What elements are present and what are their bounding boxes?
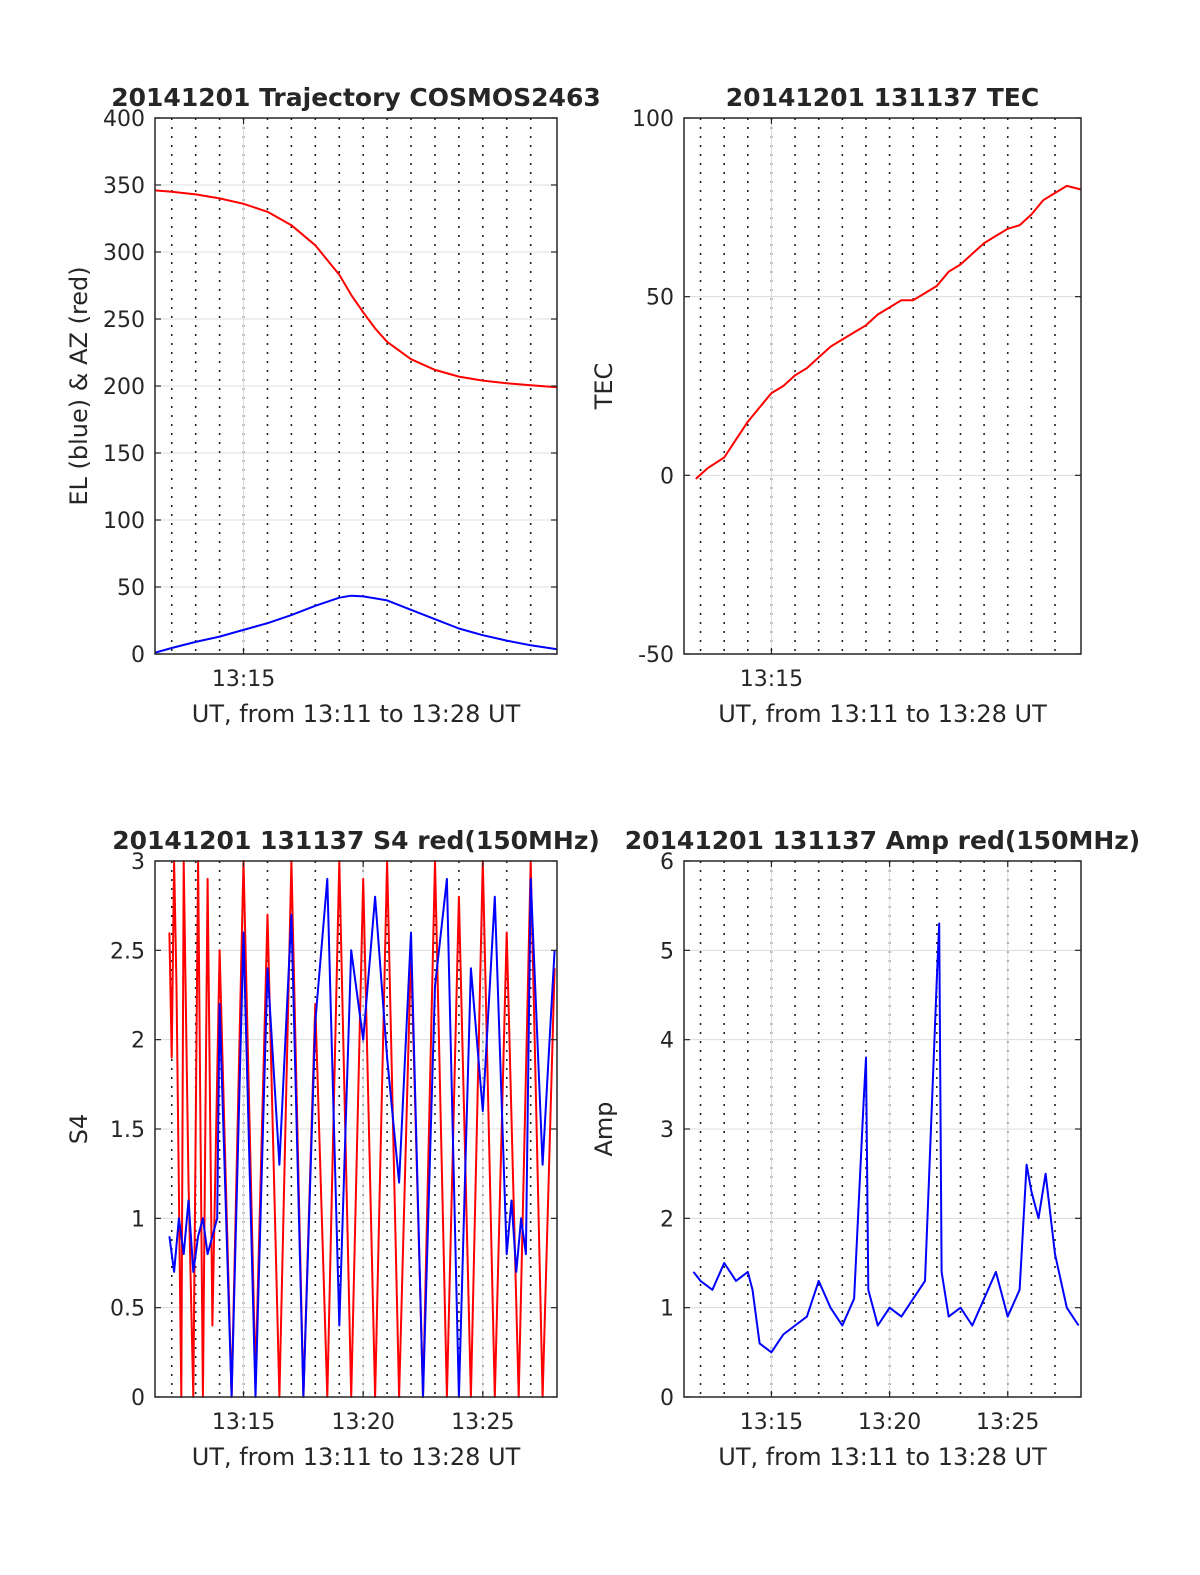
chart-title: 20141201 Trajectory COSMOS2463 [111, 83, 601, 112]
chart-title: 20141201 131137 TEC [726, 83, 1039, 112]
y-tick-label: 0 [660, 1386, 674, 1411]
y-tick-label: 3 [131, 850, 145, 875]
y-tick-label: 5 [660, 939, 674, 964]
y-axis-label: TEC [590, 363, 618, 411]
amp-panel: 0 1 2 3 4 5 6 13:15 13:20 13:25 20141201 131137 A… [590, 826, 1140, 1471]
series-line-0 [168, 860, 556, 1398]
y-axis-label: Amp [590, 1101, 618, 1156]
y-tick-label: 150 [103, 442, 145, 467]
series-line-1 [154, 594, 558, 654]
x-tick-label: 13:15 [212, 1410, 275, 1435]
y-tick-label: 1 [660, 1297, 674, 1322]
y-tick-label: 4 [660, 1029, 674, 1054]
y-tick-label: 400 [103, 107, 145, 132]
y-tick-label: 50 [117, 576, 145, 601]
x-tick-label: 13:20 [858, 1410, 921, 1435]
y-tick-label: 350 [103, 174, 145, 199]
y-tick-label: 2.5 [110, 939, 145, 964]
y-tick-label: 200 [103, 375, 145, 400]
s4-panel: 0 0.5 1 1.5 2 2.5 3 13:15 13:20 13:25 20141201 13… [65, 826, 600, 1471]
y-tick-label: 1 [131, 1207, 145, 1232]
y-tick-label: 100 [632, 107, 674, 132]
y-tick-label: 2 [660, 1207, 674, 1232]
y-tick-label: 0 [131, 1386, 145, 1411]
x-axis-label: UT, from 13:11 to 13:28 UT [718, 1443, 1047, 1471]
x-tick-label: 13:15 [740, 1410, 803, 1435]
y-tick-label: 100 [103, 509, 145, 534]
x-tick-label: 13:20 [331, 1410, 394, 1435]
x-axis-label: UT, from 13:11 to 13:28 UT [192, 700, 521, 728]
y-tick-label: 0.5 [110, 1297, 145, 1322]
x-tick-label: 13:15 [740, 667, 803, 692]
x-tick-label: 13:15 [212, 667, 275, 692]
x-axis-label: UT, from 13:11 to 13:28 UT [192, 1443, 521, 1471]
x-tick-label: 13:25 [976, 1410, 1039, 1435]
series-line-0 [695, 184, 1082, 480]
y-tick-label: 2 [131, 1029, 145, 1054]
y-tick-label: 50 [646, 286, 674, 311]
y-axis-label: EL (blue) & AZ (red) [65, 266, 93, 505]
y-tick-label: 250 [103, 308, 145, 333]
x-axis-label: UT, from 13:11 to 13:28 UT [718, 700, 1047, 728]
y-tick-label: 300 [103, 241, 145, 266]
y-tick-label: 3 [660, 1118, 674, 1143]
series-line-0 [692, 922, 1080, 1354]
series-line-1 [168, 877, 556, 1398]
y-axis-label: S4 [65, 1114, 93, 1145]
y-tick-label: 6 [660, 850, 674, 875]
y-tick-label: -50 [638, 643, 674, 668]
tec-panel: -50 0 50 100 13:15 20141201 131137 TEC UT, f… [590, 83, 1082, 728]
chart-title: 20141201 131137 S4 red(150MHz) [112, 826, 600, 855]
series-line-0 [154, 189, 558, 389]
chart-title: 20141201 131137 Amp red(150MHz) [625, 826, 1141, 855]
x-tick-label: 13:25 [451, 1410, 514, 1435]
y-tick-label: 0 [660, 464, 674, 489]
y-tick-label: 0 [131, 643, 145, 668]
y-tick-label: 1.5 [110, 1118, 145, 1143]
plot-frame [683, 117, 1082, 655]
trajectory-panel: 0 50 100 150 200 250 300 350 400 13:15 20141201 T… [65, 83, 601, 728]
